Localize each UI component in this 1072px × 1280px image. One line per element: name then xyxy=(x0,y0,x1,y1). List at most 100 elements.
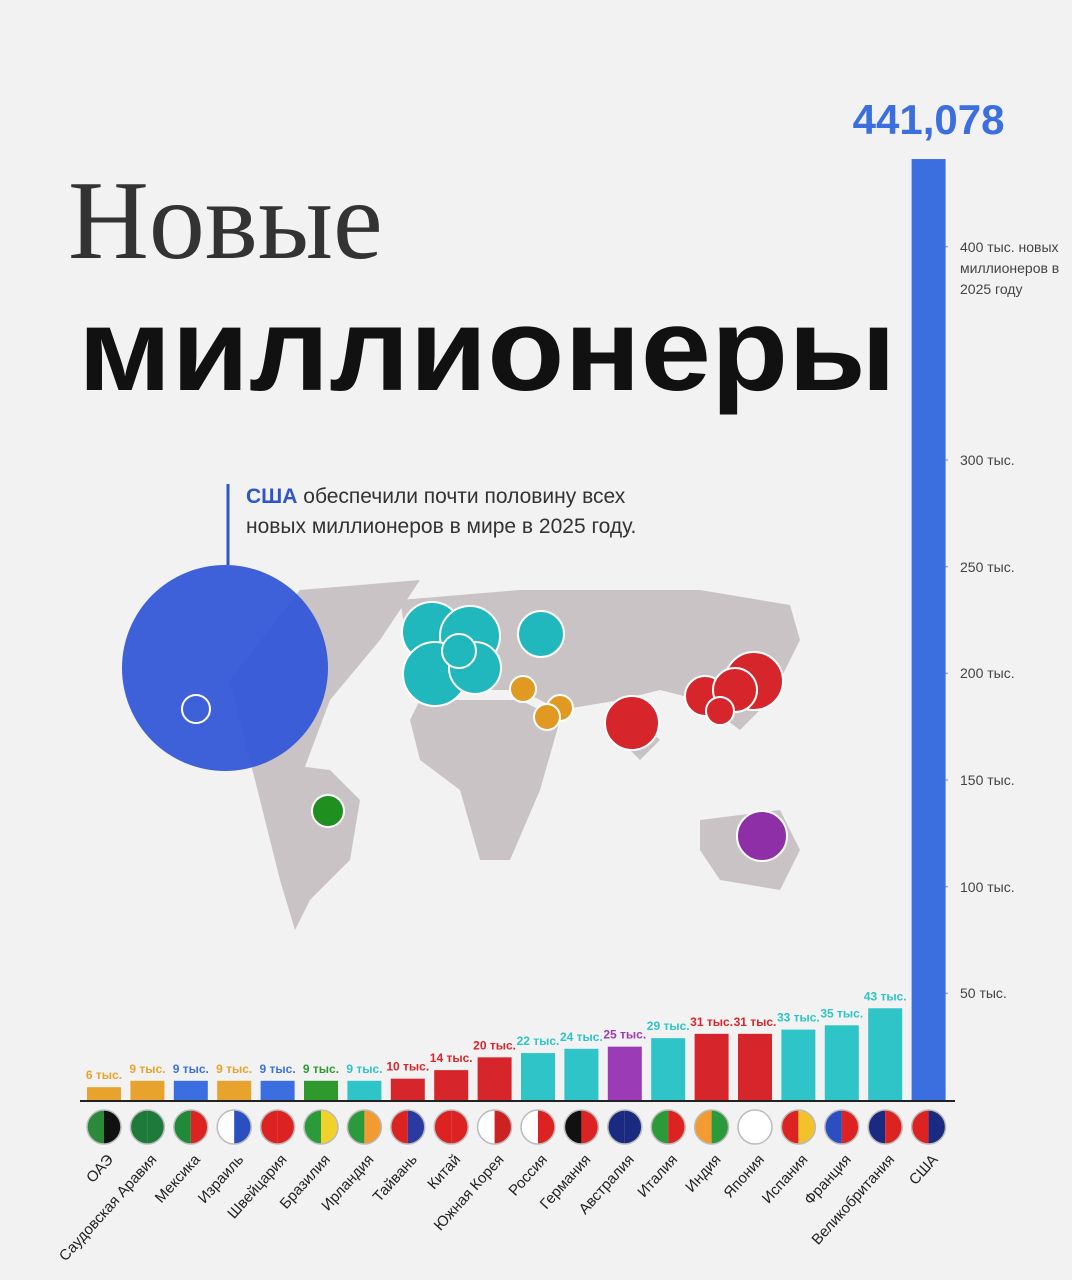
value-label: 9 тыс. xyxy=(173,1062,209,1076)
x-tick-label: Великобритания xyxy=(808,1151,898,1248)
bar xyxy=(694,1033,729,1100)
bar xyxy=(868,1008,903,1100)
flag xyxy=(364,1110,382,1144)
x-tick-label: ОАЭ xyxy=(83,1151,117,1186)
flag-border xyxy=(390,1109,426,1145)
y-tick-label: 400 тыс. новых миллионеров в 2025 году xyxy=(960,238,1060,297)
annotation: США обеспечили почти половину всех xyxy=(246,485,626,508)
flag-border xyxy=(86,1109,122,1145)
flag xyxy=(521,1110,538,1144)
value-label: 31 тыс. xyxy=(734,1015,777,1029)
flag-border xyxy=(563,1109,600,1145)
bar xyxy=(477,1057,512,1100)
value-label: 441,078 xyxy=(853,96,1005,143)
flag xyxy=(234,1110,252,1144)
flag-border xyxy=(129,1109,166,1145)
flag-border xyxy=(737,1109,773,1145)
bar xyxy=(173,1080,208,1100)
flag xyxy=(928,1110,946,1144)
y-tick-label: 100 тыс. xyxy=(960,878,1015,895)
bar xyxy=(607,1046,642,1100)
flag xyxy=(607,1110,625,1144)
value-label: 9 тыс. xyxy=(303,1062,339,1076)
title-line2: миллионеры xyxy=(78,284,896,416)
bar xyxy=(781,1029,816,1100)
flag xyxy=(564,1110,582,1144)
bar xyxy=(217,1080,252,1100)
bar xyxy=(564,1048,599,1100)
value-label: 9 тыс. xyxy=(260,1062,296,1076)
x-tick-label: США xyxy=(906,1151,942,1188)
annotation-highlight: США xyxy=(246,485,297,508)
flag xyxy=(147,1110,165,1144)
value-label: 10 тыс. xyxy=(386,1060,429,1074)
flag xyxy=(217,1110,235,1144)
x-tick-label: Италия xyxy=(634,1151,681,1200)
bar xyxy=(824,1025,859,1100)
bar xyxy=(260,1080,295,1100)
flag-border xyxy=(303,1109,339,1145)
flag xyxy=(868,1110,886,1144)
map-bubbles xyxy=(122,565,788,862)
flag-border xyxy=(780,1109,817,1145)
annotation-line2: новых миллионеров в мире в 2025 году. xyxy=(246,515,636,538)
y-tick-label: 50 тыс. xyxy=(960,985,1007,1002)
annotation-line1: обеспечили почти половину всех xyxy=(303,485,625,508)
flag xyxy=(434,1110,452,1144)
flag xyxy=(304,1110,321,1144)
value-label: 24 тыс. xyxy=(560,1030,603,1044)
flag xyxy=(87,1110,104,1144)
value-label: 31 тыс. xyxy=(690,1015,733,1029)
value-label: 9 тыс. xyxy=(346,1062,382,1076)
bar xyxy=(87,1087,121,1100)
flag-border xyxy=(867,1109,903,1145)
flag xyxy=(781,1110,799,1144)
flag-border xyxy=(259,1109,296,1145)
flag xyxy=(321,1110,338,1144)
flag xyxy=(668,1110,686,1144)
value-label: 25 тыс. xyxy=(603,1028,646,1042)
flag-border xyxy=(607,1109,643,1145)
flag-border xyxy=(910,1109,947,1145)
y-tick-label: 150 тыс. xyxy=(960,772,1015,788)
flag xyxy=(104,1110,121,1144)
flag xyxy=(260,1110,278,1144)
flag xyxy=(451,1110,469,1144)
x-tick-label: Тайвань xyxy=(370,1151,421,1205)
bar xyxy=(347,1080,382,1100)
bar xyxy=(304,1080,338,1100)
flag-border xyxy=(824,1109,860,1145)
y-tick-label: 200 тыс. xyxy=(960,665,1015,682)
y-tick-label: 250 тыс. xyxy=(960,558,1015,575)
flag xyxy=(755,1110,772,1144)
flag-border xyxy=(433,1109,469,1145)
flag xyxy=(477,1110,495,1144)
flag-border xyxy=(650,1109,686,1145)
flag xyxy=(841,1110,859,1144)
flag xyxy=(347,1110,365,1144)
flag xyxy=(624,1110,642,1144)
flag xyxy=(711,1110,729,1144)
title-line1: Новые xyxy=(68,159,383,283)
flag xyxy=(538,1110,555,1144)
flag xyxy=(390,1110,408,1144)
flag xyxy=(911,1110,929,1144)
x-tick-label: Китай xyxy=(424,1151,464,1193)
bar xyxy=(651,1038,686,1100)
bar xyxy=(130,1080,165,1100)
value-label: 6 тыс. xyxy=(86,1068,122,1082)
flag-border xyxy=(693,1109,730,1145)
x-tick-label: Мексика xyxy=(152,1151,204,1207)
flag xyxy=(694,1110,712,1144)
flag-border xyxy=(520,1109,556,1145)
value-label: 43 тыс. xyxy=(864,989,907,1003)
flag xyxy=(738,1110,755,1144)
flag xyxy=(277,1110,295,1144)
flag-border xyxy=(476,1109,513,1145)
flag xyxy=(173,1110,191,1144)
flag xyxy=(494,1110,512,1144)
flag xyxy=(651,1110,669,1144)
value-label: 33 тыс. xyxy=(777,1011,820,1025)
